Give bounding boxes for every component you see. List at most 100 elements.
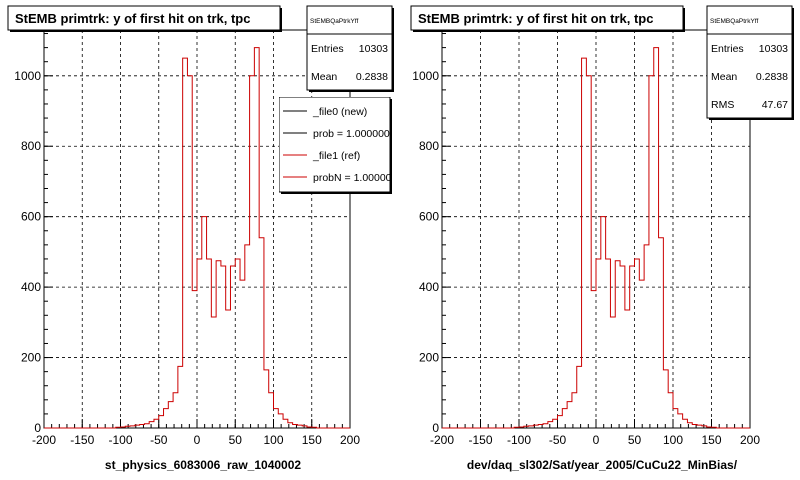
x-tick-label: -200 bbox=[430, 433, 454, 447]
stats-value: 10303 bbox=[359, 43, 388, 55]
histogram-bin bbox=[562, 409, 567, 428]
stats-label: Mean bbox=[711, 71, 737, 83]
stats-label: Entries bbox=[711, 43, 744, 55]
x-tick-label: 0 bbox=[194, 433, 201, 447]
histogram-bin bbox=[620, 266, 625, 428]
y-tick-label: 400 bbox=[419, 280, 439, 294]
legend-label: _file1 (ref) bbox=[312, 150, 360, 162]
histogram-bin bbox=[659, 238, 664, 428]
histogram-bin bbox=[649, 76, 654, 428]
histogram-bin bbox=[278, 414, 283, 428]
histogram-bin bbox=[601, 217, 606, 428]
histogram-bin bbox=[264, 370, 269, 428]
x-axis-label: dev/daq_sl302/Sat/year_2005/CuCu22_MinBi… bbox=[467, 458, 738, 472]
stats-label: Entries bbox=[311, 43, 344, 55]
histogram-line bbox=[442, 47, 750, 429]
histogram-bin bbox=[269, 393, 274, 428]
histogram-bin bbox=[615, 261, 620, 428]
histogram-bin bbox=[567, 402, 572, 428]
histogram-bin bbox=[673, 409, 678, 428]
histogram-bin bbox=[543, 424, 548, 428]
histogram-bin bbox=[606, 259, 611, 428]
stats-value: 0.2838 bbox=[356, 71, 388, 83]
histogram-panel-1: -200 -150 -100 -50 0 50 100 150 200 0 200 400 600 800… bbox=[7, 5, 398, 472]
y-tick-label: 600 bbox=[21, 210, 41, 224]
x-tick-label: -100 bbox=[108, 433, 132, 447]
y-tick-label: 200 bbox=[419, 351, 439, 365]
histogram-bin bbox=[538, 424, 543, 428]
histogram-bin bbox=[226, 310, 231, 428]
histogram-bin bbox=[630, 266, 635, 428]
histogram-bin bbox=[168, 402, 173, 428]
histogram-bin bbox=[140, 424, 145, 428]
histogram-bin bbox=[288, 423, 293, 428]
histogram-bin bbox=[610, 317, 615, 428]
y-tick-label: 800 bbox=[419, 139, 439, 153]
histogram-bin bbox=[283, 419, 288, 428]
x-tick-label: 150 bbox=[302, 433, 322, 447]
x-tick-label: 0 bbox=[593, 433, 600, 447]
histogram-bin bbox=[596, 259, 601, 428]
histogram-bin bbox=[173, 393, 178, 428]
x-tick-label: 50 bbox=[628, 433, 642, 447]
stats-value: 47.67 bbox=[762, 99, 788, 111]
histogram-bin bbox=[687, 423, 692, 428]
histogram-bin bbox=[240, 280, 245, 428]
legend: _file0 (new) prob = 1.000000 _file1 (ref) p… bbox=[279, 97, 398, 194]
stats-value: 0.2838 bbox=[756, 71, 788, 83]
histogram-bin bbox=[235, 259, 240, 428]
histogram-bin bbox=[149, 422, 154, 428]
stats-label: Mean bbox=[311, 71, 337, 83]
histogram-bin bbox=[635, 259, 640, 428]
histogram-bin bbox=[586, 76, 591, 428]
histogram-bin bbox=[582, 58, 587, 428]
histogram-series bbox=[44, 47, 350, 429]
y-tick-label: 600 bbox=[419, 210, 439, 224]
histogram-bin bbox=[692, 424, 697, 428]
chart-title: StEMB primtrk: y of first hit on trk, tp… bbox=[418, 11, 653, 26]
y-tick-label: 0 bbox=[34, 421, 41, 435]
legend-label: prob = 1.000000 bbox=[313, 128, 390, 140]
histogram-bin bbox=[274, 409, 279, 428]
stats-name: StEMBQaPtrkYff bbox=[710, 18, 758, 25]
histogram-bin bbox=[558, 416, 563, 428]
histogram-bin bbox=[207, 259, 212, 428]
histogram-bin bbox=[154, 419, 159, 428]
histogram-bin bbox=[591, 291, 596, 428]
x-tick-label: 100 bbox=[263, 433, 283, 447]
histogram-bin bbox=[245, 245, 250, 428]
stats-label: RMS bbox=[711, 99, 734, 111]
title-box bbox=[410, 5, 684, 31]
histogram-bin bbox=[678, 414, 683, 428]
histogram-panel-2: -200 -150 -100 -50 0 50 100 150 200 0 200 400 600 800… bbox=[410, 5, 794, 472]
x-tick-label: 200 bbox=[340, 433, 360, 447]
histogram-bin bbox=[639, 280, 644, 428]
histogram-bin bbox=[187, 76, 192, 428]
legend-label: probN = 1.000000 bbox=[313, 172, 398, 184]
x-tick-label: 200 bbox=[740, 433, 760, 447]
histogram-bin bbox=[221, 266, 226, 428]
legend-label: _file0 (new) bbox=[312, 106, 367, 118]
histogram-bin bbox=[668, 393, 673, 428]
histogram-bin bbox=[577, 366, 582, 428]
x-tick-label: -150 bbox=[70, 433, 94, 447]
histogram-bin bbox=[683, 419, 688, 428]
histogram-bin bbox=[259, 238, 264, 428]
x-tick-label: -150 bbox=[468, 433, 492, 447]
histogram-line bbox=[44, 47, 350, 429]
stats-box bbox=[706, 5, 793, 119]
stats-name: StEMBQaPtrkYff bbox=[310, 18, 358, 25]
stats-box bbox=[306, 5, 393, 91]
histogram-bin bbox=[250, 76, 255, 428]
histogram-bin bbox=[254, 48, 259, 428]
y-tick-label: 1000 bbox=[412, 69, 439, 83]
histogram-bin bbox=[644, 245, 649, 428]
x-tick-label: 150 bbox=[701, 433, 721, 447]
histogram-series bbox=[442, 47, 750, 429]
histogram-bin bbox=[216, 261, 221, 428]
histogram-bin bbox=[654, 48, 659, 428]
histogram-bin bbox=[293, 424, 298, 428]
y-tick-label: 800 bbox=[21, 139, 41, 153]
histogram-bin bbox=[159, 416, 164, 428]
stats-value: 10303 bbox=[759, 43, 788, 55]
